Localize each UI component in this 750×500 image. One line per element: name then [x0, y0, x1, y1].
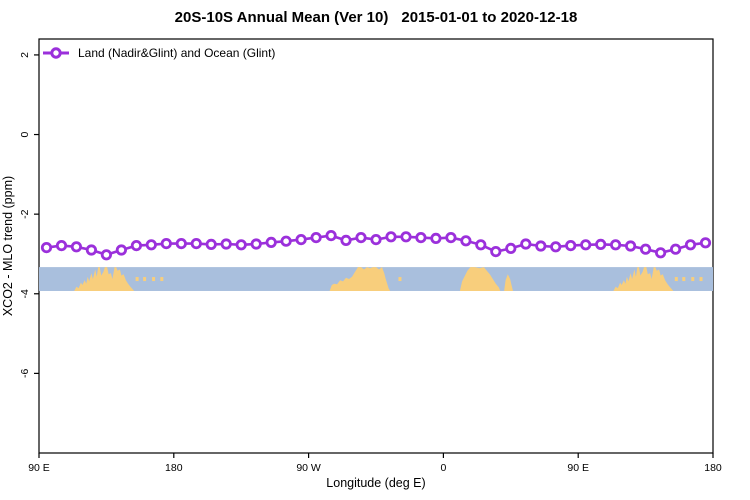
- data-point-marker: [310, 232, 322, 244]
- land-australia: [74, 267, 135, 291]
- data-point-marker: [220, 238, 232, 250]
- data-point-marker: [490, 246, 502, 258]
- y-axis-tick-label: 2: [19, 52, 31, 58]
- data-point-marker: [370, 234, 382, 246]
- land-island: [143, 277, 147, 282]
- data-point-marker: [190, 238, 202, 250]
- data-point-marker: [325, 230, 337, 242]
- data-point-marker: [520, 238, 532, 250]
- data-point-marker: [535, 240, 547, 252]
- chart-title-right: 2015-01-01 to 2020-12-18: [401, 9, 577, 26]
- data-series-layer: [40, 230, 712, 261]
- data-point-marker: [699, 237, 712, 249]
- land-island: [398, 277, 402, 282]
- data-point-marker: [430, 232, 442, 244]
- data-point-marker: [40, 242, 53, 254]
- data-point-marker: [145, 239, 157, 251]
- x-axis-tick-label: 90 W: [296, 462, 321, 474]
- legend-label: Land (Nadir&Glint) and Ocean (Glint): [78, 46, 275, 60]
- data-point-marker: [235, 239, 247, 251]
- land-island: [135, 277, 139, 282]
- x-axis-tick-label: 90 E: [28, 462, 50, 474]
- axis-ticks: 90 E 180 90 W 0 90 E 180 2 0 -2 -4 -6: [19, 52, 722, 474]
- data-point-marker: [400, 231, 412, 243]
- data-point-marker: [130, 240, 142, 252]
- data-point-marker: [85, 244, 98, 256]
- data-point-marker: [684, 239, 697, 251]
- land-island: [674, 277, 678, 282]
- land-island: [152, 277, 156, 282]
- data-point-marker: [385, 231, 397, 243]
- data-point-marker: [175, 238, 187, 250]
- x-axis-tick-label: 180: [165, 462, 183, 474]
- data-point-marker: [355, 232, 367, 244]
- land-island: [699, 277, 703, 282]
- y-axis-tick-label: -2: [19, 209, 31, 218]
- land-south-america: [329, 267, 391, 291]
- data-point-marker: [595, 238, 607, 250]
- legend: Land (Nadir&Glint) and Ocean (Glint): [43, 46, 275, 60]
- data-point-marker: [70, 241, 83, 253]
- land-island: [682, 277, 686, 282]
- data-point-marker: [205, 238, 217, 250]
- data-point-marker: [115, 244, 128, 256]
- y-axis-tick-label: -6: [19, 369, 31, 378]
- chart-title: 20S-10S Annual Mean (Ver 10) 2015-01-01 t…: [175, 9, 578, 26]
- land-australia: [613, 267, 674, 291]
- data-point-marker: [460, 235, 472, 247]
- data-point-marker: [55, 240, 68, 252]
- legend-circle-marker-icon: [50, 47, 62, 59]
- data-point-marker: [265, 236, 277, 248]
- y-axis-label: XCO2 - MLO trend (ppm): [1, 176, 15, 316]
- data-point-marker: [639, 243, 652, 255]
- data-point-marker: [609, 239, 622, 251]
- x-axis-tick-label: 0: [440, 462, 446, 474]
- x-axis-label: Longitude (deg E): [326, 476, 425, 490]
- land-island: [160, 277, 164, 282]
- data-point-marker: [565, 240, 577, 252]
- data-point-marker: [654, 247, 667, 259]
- data-point-marker: [669, 243, 682, 255]
- data-point-marker: [580, 239, 592, 251]
- latitude-band-map-strip: [39, 267, 713, 291]
- data-point-marker: [100, 249, 113, 261]
- chart-title-left: 20S-10S Annual Mean (Ver 10): [175, 9, 389, 26]
- data-point-marker: [160, 238, 172, 250]
- plot-area-border: [38, 38, 714, 454]
- data-point-marker: [340, 234, 352, 246]
- data-point-marker: [445, 232, 457, 244]
- data-point-marker: [505, 242, 517, 254]
- y-axis-tick-label: 0: [19, 131, 31, 137]
- data-point-marker: [415, 232, 427, 244]
- data-point-marker: [280, 235, 292, 247]
- data-point-marker: [550, 241, 562, 253]
- data-point-marker: [295, 234, 307, 246]
- x-axis-tick-label: 90 E: [567, 462, 589, 474]
- x-axis-tick-label: 180: [704, 462, 722, 474]
- data-point-marker: [475, 239, 487, 251]
- land-africa: [459, 267, 501, 291]
- data-point-marker: [250, 238, 262, 250]
- data-point-marker: [624, 240, 637, 252]
- land-island: [691, 277, 695, 282]
- y-axis-tick-label: -4: [19, 289, 31, 298]
- land-madagascar: [504, 274, 513, 291]
